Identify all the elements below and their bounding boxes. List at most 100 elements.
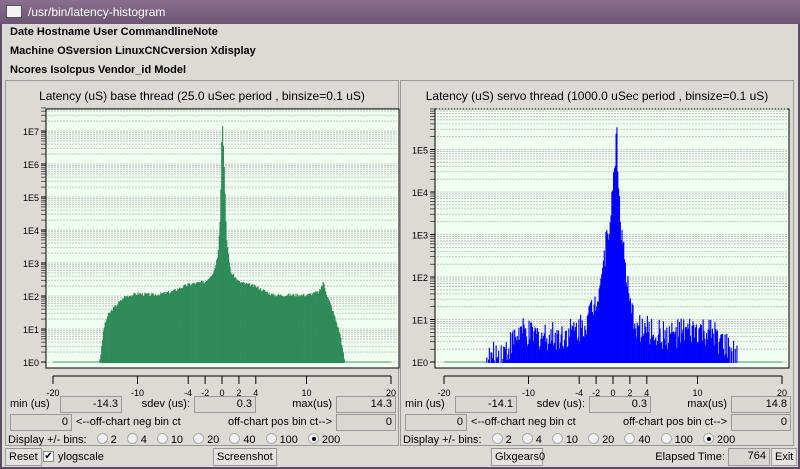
histogram-bar [355, 361, 357, 363]
histogram-bar [339, 333, 341, 363]
bins-radio-100[interactable] [265, 433, 277, 444]
histogram-bar [77, 361, 79, 363]
histogram-bar [547, 343, 550, 363]
histogram-bar [576, 340, 578, 363]
histogram-bar [388, 361, 390, 363]
histogram-bar [499, 361, 501, 363]
x-tick-label: 2 [627, 388, 632, 396]
histogram-bar [91, 361, 94, 363]
histogram-bar [130, 296, 132, 363]
histogram-bar [195, 282, 197, 363]
histogram-bar [759, 361, 761, 363]
bins-radio-40[interactable] [624, 433, 636, 444]
histogram-bar [249, 286, 252, 363]
bins-radio-20[interactable] [588, 433, 600, 444]
histogram-bar [78, 361, 80, 363]
bins-radio-10[interactable] [156, 433, 168, 444]
histogram-bar [542, 336, 545, 363]
y-tick-label: 1E4 [23, 226, 39, 236]
histogram-bar [270, 295, 272, 363]
histogram-bar [364, 361, 366, 363]
histogram-bar [274, 294, 276, 363]
histogram-bar [103, 327, 105, 363]
bins-radio-200[interactable] [307, 433, 319, 444]
histogram-bar [180, 288, 182, 363]
bins-radio-200[interactable] [702, 433, 714, 444]
sdev-label: sdev (us): [536, 398, 585, 410]
bins-option-label: 100 [279, 434, 298, 446]
histogram-bar [529, 339, 531, 363]
histogram-bar [569, 336, 571, 363]
bins-radio-20[interactable] [193, 433, 205, 444]
display-bins-label: Display +/- bins: [403, 434, 482, 446]
screenshot-button[interactable]: Screenshot [213, 448, 277, 466]
histogram-bar [162, 293, 164, 363]
histogram-bar [741, 361, 743, 363]
histogram-bar [57, 361, 59, 363]
bins-radio-2[interactable] [491, 433, 503, 444]
histogram-bar [74, 361, 76, 363]
histogram-bar [167, 290, 170, 363]
histogram-bar [538, 348, 540, 363]
histogram-bar [369, 361, 371, 363]
histogram-bar [157, 294, 159, 363]
histogram-bar [200, 282, 202, 363]
histogram-bar [558, 330, 560, 363]
histogram-bar [732, 361, 734, 363]
histogram-bar [347, 361, 349, 363]
histogram-bar [449, 361, 452, 363]
histogram-bar [457, 361, 459, 363]
histogram-bar [689, 318, 691, 363]
histogram-bar [607, 233, 609, 363]
histogram-bar [647, 331, 649, 363]
histogram-bar [473, 361, 475, 363]
histogram-bar [105, 321, 107, 363]
bins-option-label: 2 [505, 434, 512, 446]
neg-bin-label: <--off-chart neg bin ct [76, 416, 181, 428]
histogram-bar [591, 300, 593, 363]
bins-radio-4[interactable] [126, 433, 138, 444]
histogram-bar [347, 361, 350, 363]
histogram-bar [636, 322, 638, 363]
histogram-bar [643, 333, 645, 363]
histogram-bar [601, 274, 603, 363]
ylogscale-checkbox[interactable]: ✔ [43, 451, 54, 462]
histogram-bar [233, 277, 235, 363]
info-line-1: Date Hostname User CommandlineNote [10, 26, 218, 38]
glxgears-button[interactable]: Glxgears [491, 448, 544, 466]
window-frame [0, 24, 800, 469]
histogram-bar [585, 334, 588, 363]
bins-radio-40[interactable] [229, 433, 241, 444]
histogram-bar [750, 361, 752, 363]
histogram-bar [123, 296, 126, 363]
histogram-bar [737, 361, 739, 363]
reset-button[interactable]: Reset [5, 448, 42, 466]
bins-radio-100[interactable] [660, 433, 672, 444]
histogram-bar [337, 327, 339, 363]
histogram-bar [573, 322, 575, 363]
bins-option-label: 100 [674, 434, 693, 446]
histogram-bar [596, 306, 598, 363]
histogram-bar [191, 283, 193, 363]
bins-radio-4[interactable] [521, 433, 533, 444]
histogram-bar [295, 293, 297, 363]
histogram-bar [729, 361, 731, 363]
histogram-bar [583, 336, 585, 363]
histogram-bar [739, 361, 741, 363]
histogram-bar [280, 294, 282, 363]
histogram-bar [494, 361, 496, 363]
bins-radio-10[interactable] [551, 433, 563, 444]
histogram-bar [305, 295, 307, 363]
histogram-bar [372, 361, 374, 363]
histogram-bar [618, 188, 620, 363]
histogram-bar [292, 294, 294, 363]
histogram-bar [248, 283, 250, 363]
exit-button[interactable]: Exit [771, 448, 798, 466]
histogram-bar [259, 289, 261, 363]
histogram-bar [348, 361, 350, 363]
bins-radio-2[interactable] [96, 433, 108, 444]
histogram-bar [751, 361, 753, 363]
x-tick-label: 4 [644, 388, 649, 396]
histogram-bar [604, 266, 606, 363]
histogram-bar [346, 361, 348, 363]
